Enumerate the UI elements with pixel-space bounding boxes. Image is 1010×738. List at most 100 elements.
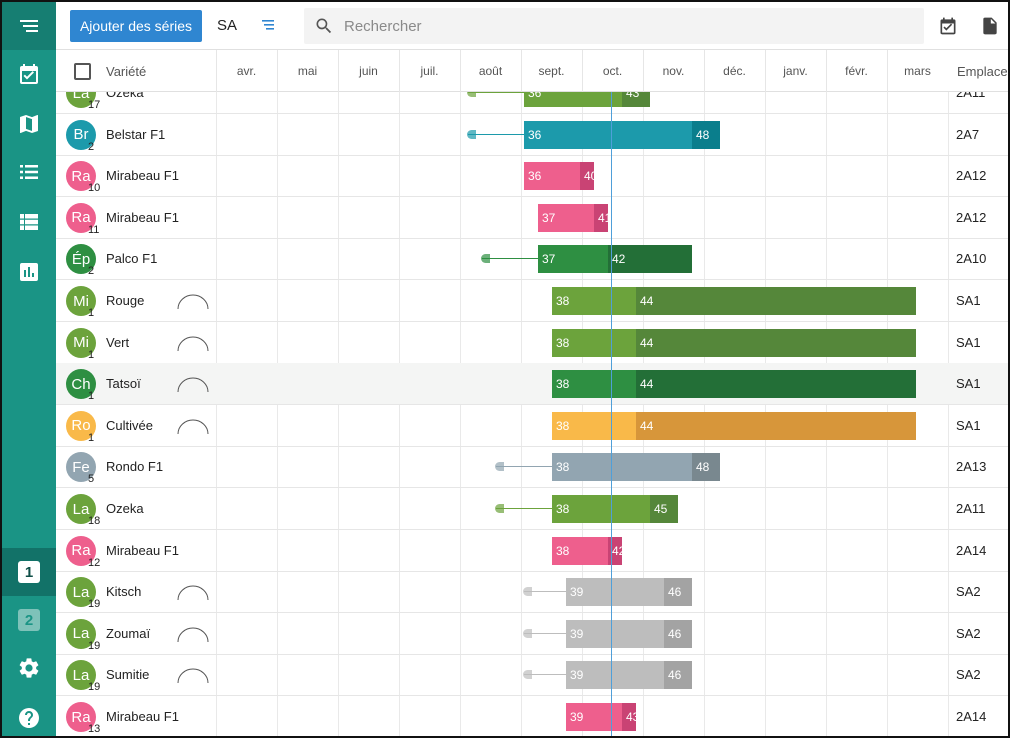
crop-avatar: La: [66, 618, 96, 649]
series-number: 2: [88, 265, 95, 278]
sowing-marker[interactable]: [523, 587, 532, 597]
sowing-marker[interactable]: [523, 628, 532, 638]
harvest-bar[interactable]: 46: [664, 619, 692, 648]
harvest-bar[interactable]: 41: [594, 203, 608, 232]
growing-bar[interactable]: 38: [552, 287, 636, 315]
bar-chart-icon: [20, 263, 38, 281]
variety-column-header[interactable]: Variété: [106, 64, 147, 79]
growing-bar[interactable]: 38: [552, 328, 636, 357]
harvest-week-label: 43: [626, 92, 640, 100]
growing-bar[interactable]: 38: [552, 495, 650, 523]
month-gridline: [216, 92, 217, 736]
planting-week-label: 39: [570, 668, 584, 683]
growing-bar[interactable]: 36: [524, 120, 692, 149]
sidebar-item-list[interactable]: [2, 148, 56, 196]
document-icon[interactable]: [980, 16, 1000, 36]
growing-bar[interactable]: 38: [552, 370, 636, 399]
crop-avatar: Ra: [66, 202, 96, 233]
sowing-marker[interactable]: [481, 254, 490, 264]
harvest-bar[interactable]: 44: [636, 411, 916, 440]
table-row[interactable]: Ép 2 Palco F1 2A10 37 42: [56, 238, 1008, 281]
harvest-bar[interactable]: 43: [622, 92, 650, 107]
table-row[interactable]: Ch 1 Tatsoï SA1 38 44: [56, 363, 1008, 406]
growing-bar[interactable]: 37: [538, 245, 608, 274]
harvest-bar[interactable]: 48: [692, 120, 720, 149]
harvest-bar[interactable]: 44: [636, 328, 916, 357]
harvest-bar[interactable]: 43: [622, 703, 636, 731]
harvest-bar[interactable]: 46: [664, 578, 692, 607]
sidebar-item-tasks[interactable]: [2, 50, 56, 98]
page-2-button[interactable]: 2: [2, 596, 56, 644]
nursery-line: [482, 258, 538, 260]
growing-bar[interactable]: 37: [538, 203, 594, 232]
table-row[interactable]: Br 2 Belstar F1 2A7 36 48: [56, 114, 1008, 156]
variety-name: Mirabeau F1: [106, 542, 179, 558]
help-button[interactable]: [2, 694, 56, 736]
page-2-label: 2: [18, 609, 40, 631]
calendar-icon[interactable]: [938, 16, 958, 36]
growing-bar[interactable]: 39: [566, 661, 664, 690]
crop-avatar: Ép: [66, 244, 96, 275]
table-row[interactable]: La 17 Ozeka 2A11 36 43: [56, 92, 1008, 114]
table-row[interactable]: Mi 1 Rouge SA1 38 44: [56, 280, 1008, 322]
harvest-bar[interactable]: 44: [636, 370, 916, 399]
page-1-button[interactable]: 1: [2, 548, 56, 596]
series-number: 1: [88, 390, 95, 403]
sidebar-item-map[interactable]: [2, 100, 56, 148]
add-series-button[interactable]: Ajouter des séries: [70, 10, 202, 42]
sowing-marker[interactable]: [523, 670, 532, 680]
table-row[interactable]: La 19 Zoumaï SA2 39 46: [56, 613, 1008, 655]
growing-bar[interactable]: 36: [524, 92, 622, 107]
settings-button[interactable]: [2, 644, 56, 692]
month-header: févr.: [845, 64, 868, 78]
planting-week-label: 37: [542, 252, 556, 267]
location-cell: 2A11: [956, 501, 986, 516]
harvest-bar[interactable]: 42: [608, 245, 692, 274]
sowing-marker[interactable]: [495, 462, 504, 472]
growing-bar[interactable]: 38: [552, 411, 636, 440]
crop-avatar: Br: [66, 119, 96, 150]
harvest-bar[interactable]: 48: [692, 453, 720, 482]
location-column-header[interactable]: Emplacement: [957, 64, 1008, 79]
harvest-bar[interactable]: 45: [650, 495, 678, 523]
growing-bar[interactable]: 36: [524, 162, 580, 191]
sowing-marker[interactable]: [467, 92, 476, 97]
plan-name[interactable]: SA: [217, 17, 238, 34]
search-input[interactable]: [344, 15, 904, 37]
growing-bar[interactable]: 39: [566, 619, 664, 648]
growing-bar[interactable]: 38: [552, 453, 692, 482]
crop-avatar: Fe: [66, 452, 96, 483]
sidebar-item-stats[interactable]: [2, 248, 56, 296]
menu-button[interactable]: [2, 2, 56, 50]
growing-bar[interactable]: 39: [566, 703, 622, 731]
sort-icon[interactable]: [260, 18, 276, 32]
nursery-line: [524, 674, 566, 676]
harvest-bar[interactable]: 44: [636, 287, 916, 315]
table-row[interactable]: La 18 Ozeka 2A11 38 45: [56, 488, 1008, 530]
table-row[interactable]: Fe 5 Rondo F1 2A13 38 48: [56, 446, 1008, 489]
table-row[interactable]: La 19 Sumitie SA2 39 46: [56, 654, 1008, 697]
today-marker: [611, 92, 612, 736]
harvest-bar[interactable]: 46: [664, 661, 692, 690]
month-gridline: [399, 92, 400, 736]
sowing-marker[interactable]: [467, 129, 476, 139]
harvest-bar[interactable]: 40: [580, 162, 594, 191]
sowing-marker[interactable]: [495, 504, 504, 513]
harvest-week-label: 48: [696, 460, 710, 475]
select-all-checkbox[interactable]: [74, 63, 91, 80]
planting-week-label: 36: [528, 127, 542, 142]
crop-avatar: Ra: [66, 535, 96, 566]
crop-avatar: La: [66, 660, 96, 691]
table-row[interactable]: La 19 Kitsch SA2 39 46: [56, 571, 1008, 614]
sidebar-item-table[interactable]: [2, 198, 56, 246]
table-row[interactable]: Ro 1 Cultivée SA1 38 44: [56, 405, 1008, 447]
growing-bar[interactable]: 38: [552, 536, 608, 565]
variety-name: Kitsch: [106, 584, 142, 600]
harvest-week-label: 42: [612, 543, 622, 558]
table-row[interactable]: Mi 1 Vert SA1 38 44: [56, 322, 1008, 364]
growing-bar[interactable]: 39: [566, 578, 664, 607]
